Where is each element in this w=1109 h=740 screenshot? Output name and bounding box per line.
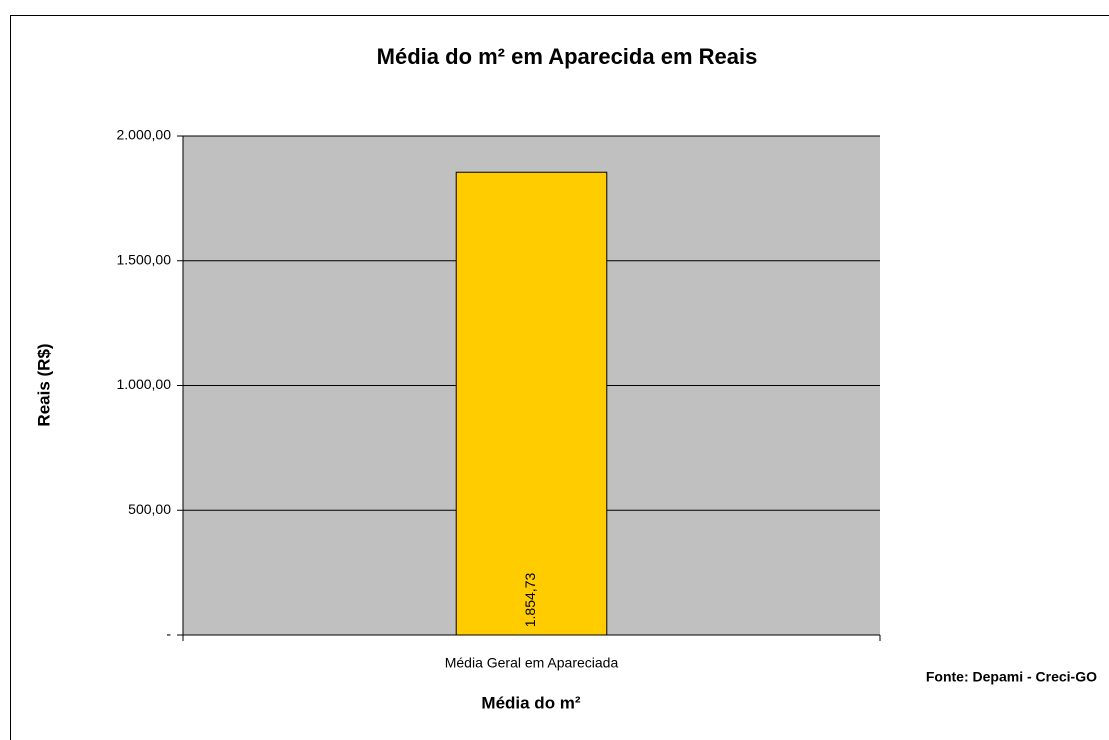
y-tick-label: 2.000,00	[117, 127, 172, 143]
y-tick-label: 1.000,00	[117, 376, 172, 392]
x-axis-label: Média do m²	[481, 693, 581, 712]
y-tick-label: 1.500,00	[117, 251, 172, 267]
y-tick-label: -	[166, 626, 171, 642]
y-tick-label: 500,00	[128, 501, 171, 517]
y-axis-label: Reais (R$)	[34, 343, 53, 426]
source-note: Fonte: Depami - Creci-GO	[926, 669, 1097, 685]
bar	[455, 171, 608, 636]
data-label: 1.854,73	[522, 573, 538, 628]
x-tick-label: Média Geral em Apareciada	[445, 655, 619, 671]
chart-title: Média do m² em Aparecida em Reais	[377, 44, 758, 69]
